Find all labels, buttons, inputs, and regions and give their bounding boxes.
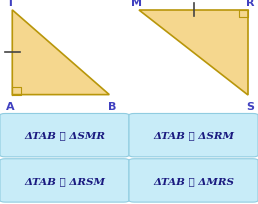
FancyBboxPatch shape bbox=[0, 159, 129, 202]
Polygon shape bbox=[139, 11, 248, 95]
Text: T: T bbox=[7, 0, 15, 8]
Text: A: A bbox=[5, 102, 14, 112]
Text: ΔTAB ≅ ΔMRS: ΔTAB ≅ ΔMRS bbox=[153, 176, 234, 185]
Text: ΔTAB ≅ ΔRSM: ΔTAB ≅ ΔRSM bbox=[24, 176, 105, 185]
FancyBboxPatch shape bbox=[129, 114, 258, 157]
Text: R: R bbox=[246, 0, 255, 8]
Text: ΔTAB ≅ ΔSMR: ΔTAB ≅ ΔSMR bbox=[24, 131, 105, 140]
Text: S: S bbox=[246, 102, 254, 112]
Text: ΔTAB ≅ ΔSRM: ΔTAB ≅ ΔSRM bbox=[153, 131, 234, 140]
Text: M: M bbox=[131, 0, 142, 8]
FancyBboxPatch shape bbox=[129, 159, 258, 202]
Text: B: B bbox=[108, 102, 116, 112]
Polygon shape bbox=[12, 11, 109, 95]
FancyBboxPatch shape bbox=[0, 114, 129, 157]
